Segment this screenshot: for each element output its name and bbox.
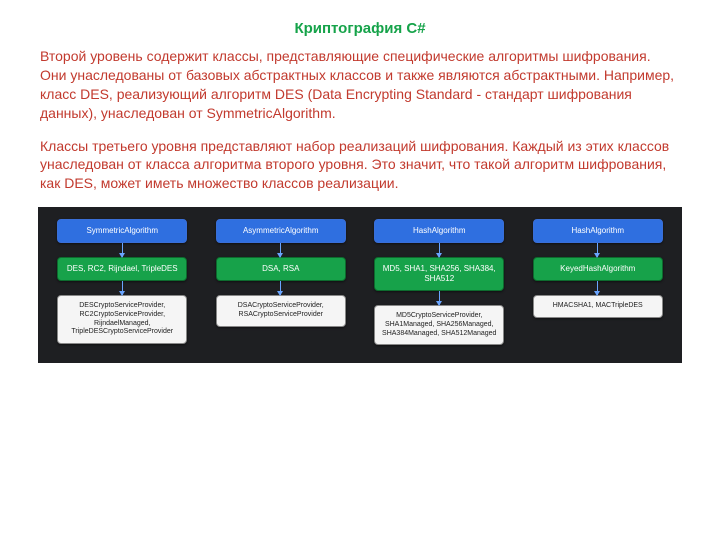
connector-icon	[597, 281, 598, 295]
level3-node: DESCryptoServiceProvider, RC2CryptoServi…	[57, 295, 187, 344]
page-title: Криптография C#	[40, 20, 680, 37]
diagram-column: AsymmetricAlgorithm DSA, RSA DSACryptoSe…	[205, 219, 358, 345]
level1-node: HashAlgorithm	[533, 219, 663, 243]
diagram-column: HashAlgorithm MD5, SHA1, SHA256, SHA384,…	[363, 219, 516, 345]
class-hierarchy-diagram: SymmetricAlgorithm DES, RC2, Rijndael, T…	[38, 207, 682, 363]
level2-node: MD5, SHA1, SHA256, SHA384, SHA512	[374, 257, 504, 291]
connector-icon	[122, 281, 123, 295]
diagram-column: SymmetricAlgorithm DES, RC2, Rijndael, T…	[46, 219, 199, 345]
connector-icon	[122, 243, 123, 257]
connector-icon	[439, 243, 440, 257]
level1-node: AsymmetricAlgorithm	[216, 219, 346, 243]
connector-icon	[597, 243, 598, 257]
level2-node: KeyedHashAlgorithm	[533, 257, 663, 281]
paragraph-1: Второй уровень содержит классы, представ…	[40, 47, 680, 123]
level2-node: DSA, RSA	[216, 257, 346, 281]
connector-icon	[280, 243, 281, 257]
connector-icon	[439, 291, 440, 305]
level2-node: DES, RC2, Rijndael, TripleDES	[57, 257, 187, 281]
level1-node: HashAlgorithm	[374, 219, 504, 243]
paragraph-2: Классы третьего уровня представляют набо…	[40, 137, 680, 194]
diagram-column: HashAlgorithm KeyedHashAlgorithm HMACSHA…	[522, 219, 675, 345]
level3-node: DSACryptoServiceProvider, RSACryptoServi…	[216, 295, 346, 327]
level3-node: MD5CryptoServiceProvider, SHA1Managed, S…	[374, 305, 504, 345]
connector-icon	[280, 281, 281, 295]
level3-node: HMACSHA1, MACTripleDES	[533, 295, 663, 318]
level1-node: SymmetricAlgorithm	[57, 219, 187, 243]
